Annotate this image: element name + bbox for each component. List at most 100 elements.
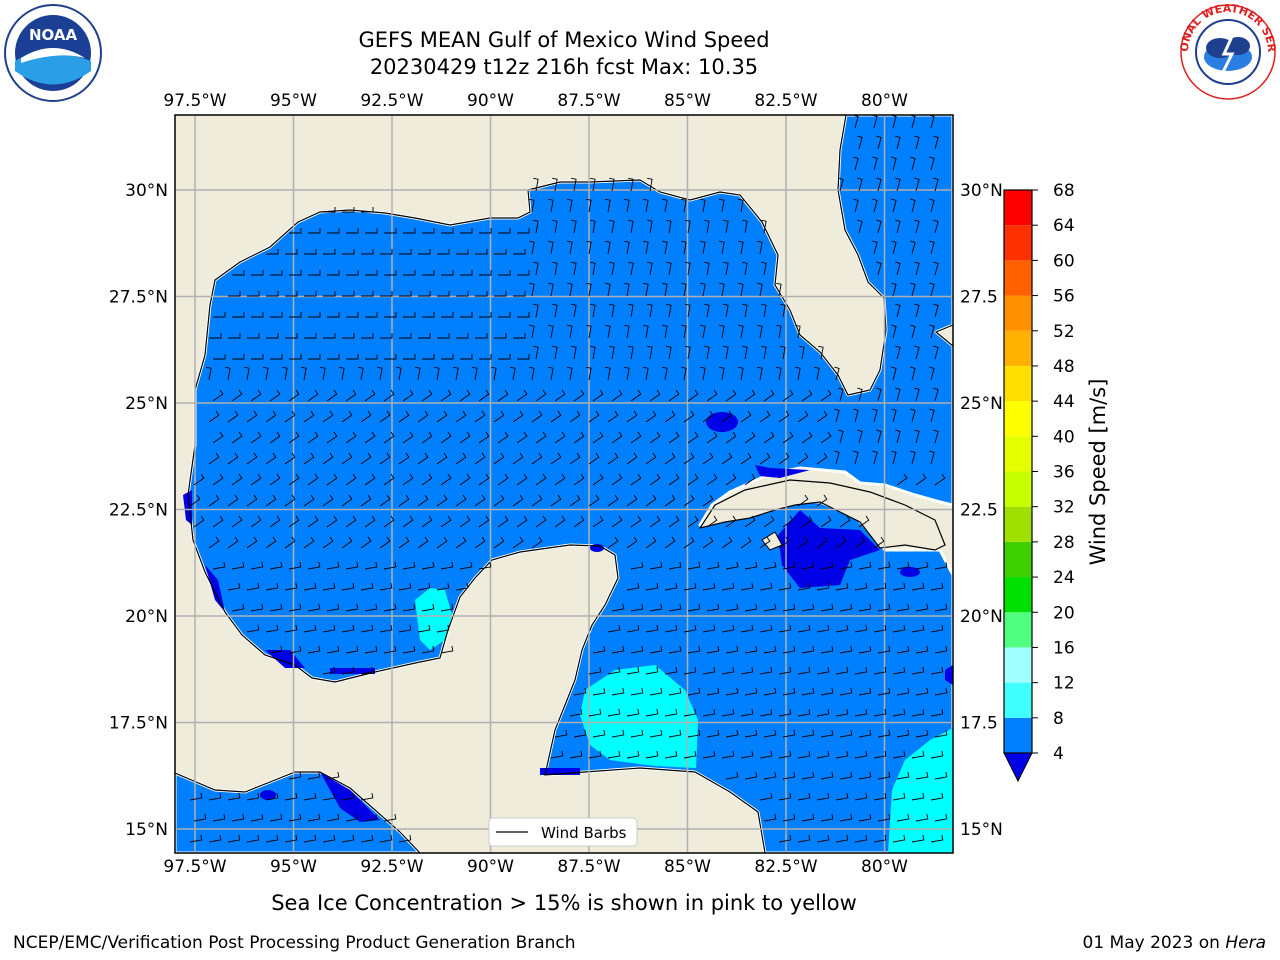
wind-barb [246, 582, 260, 591]
wind-barb [740, 708, 754, 717]
wind-barb [896, 771, 910, 780]
wind-barb [307, 645, 321, 654]
colorbar-tick-label: 24 [1053, 568, 1075, 588]
wind-barb [873, 750, 887, 759]
wind-barb [571, 177, 577, 192]
wind-barb [858, 729, 872, 738]
wind-barb [364, 473, 376, 486]
wind-barb [263, 366, 269, 381]
wind-barb [567, 198, 573, 213]
wind-barb [838, 387, 844, 402]
wind-barb [436, 536, 448, 549]
wind-barb [643, 324, 649, 339]
wind-barb [763, 389, 775, 402]
lon-tick-label-bottom: 80°W [861, 857, 908, 877]
wind-barb [645, 624, 659, 633]
wind-barb [360, 582, 374, 591]
wind-barb [685, 261, 691, 276]
wind-barb [666, 345, 672, 360]
wind-barb [624, 240, 630, 255]
wind-barb [911, 666, 925, 675]
colorbar-tick-label: 4 [1053, 744, 1064, 764]
wind-barb [896, 813, 910, 822]
wind-barb [225, 366, 231, 381]
wind-barb [780, 303, 786, 318]
wind-barb [308, 354, 321, 360]
wind-barb [782, 771, 796, 780]
wind-barb [479, 354, 492, 360]
wind-barb [456, 249, 469, 255]
wind-barb [782, 813, 796, 822]
wind-barb [251, 270, 264, 276]
wind-barb [510, 366, 516, 381]
wind-barb [516, 515, 528, 528]
wind-barb [835, 582, 849, 591]
wind-barb [550, 410, 562, 423]
colorbar-segment [1004, 471, 1032, 507]
wind-barb [588, 708, 602, 717]
wind-barb [497, 473, 509, 486]
wind-barb [892, 582, 906, 591]
wind-barb [513, 333, 526, 339]
wind-barb [683, 452, 695, 465]
wind-barb [683, 750, 697, 759]
wind-barb [706, 561, 720, 570]
wind-barb [876, 429, 882, 444]
wind-barb [854, 666, 868, 675]
wind-barb [250, 515, 262, 528]
wind-barb [891, 198, 897, 213]
wind-barb [517, 228, 530, 234]
wind-barb [782, 515, 794, 528]
wind-barb [818, 345, 824, 360]
wind-barb [573, 473, 585, 486]
colorbar-segment [1004, 190, 1032, 226]
wind-barb [892, 834, 906, 843]
wind-barb [590, 345, 596, 360]
wind-barb [626, 536, 638, 549]
wind-barb [246, 494, 258, 507]
wind-barb [398, 582, 412, 591]
wind-barb [738, 198, 744, 213]
wind-barb [647, 177, 653, 192]
wind-barb [498, 228, 511, 234]
wind-barb [212, 813, 226, 822]
wind-barb [877, 813, 891, 822]
wind-barb [645, 666, 659, 675]
legend: Wind Barbs [488, 817, 638, 847]
wind-barb [839, 729, 853, 738]
lat-tick-label-left: 20°N [125, 607, 168, 627]
wind-barb [289, 312, 302, 318]
wind-barb [478, 515, 490, 528]
wind-barb [929, 408, 935, 423]
wind-barb [839, 813, 853, 822]
wind-barb [383, 561, 397, 570]
wind-barb [738, 282, 744, 297]
wind-barb [687, 603, 701, 612]
wind-barb [605, 240, 611, 255]
wind-barb [757, 324, 763, 339]
wind-barb [683, 708, 697, 717]
wind-barb [609, 219, 615, 234]
wind-barb [434, 366, 440, 381]
wind-barb [626, 410, 638, 423]
wind-barb [838, 429, 844, 444]
wind-barb [288, 515, 300, 528]
wind-barb [649, 561, 663, 570]
wind-barb [398, 494, 410, 507]
wind-barb [322, 666, 336, 675]
wind-barb [590, 261, 596, 276]
colorbar-segment [1004, 225, 1032, 261]
wind-barb [327, 270, 340, 276]
wind-barb [284, 792, 298, 801]
wind-barb [569, 750, 583, 759]
wind-barb [780, 345, 786, 360]
wind-barb [801, 771, 815, 780]
wind-barb [778, 410, 790, 423]
wind-barb [322, 582, 336, 591]
wind-barb [609, 177, 615, 192]
wind-barb [891, 240, 897, 255]
wind-barb [649, 389, 661, 402]
wind-barb [706, 515, 718, 528]
wind-barb [247, 291, 260, 297]
wind-barb [877, 603, 891, 612]
